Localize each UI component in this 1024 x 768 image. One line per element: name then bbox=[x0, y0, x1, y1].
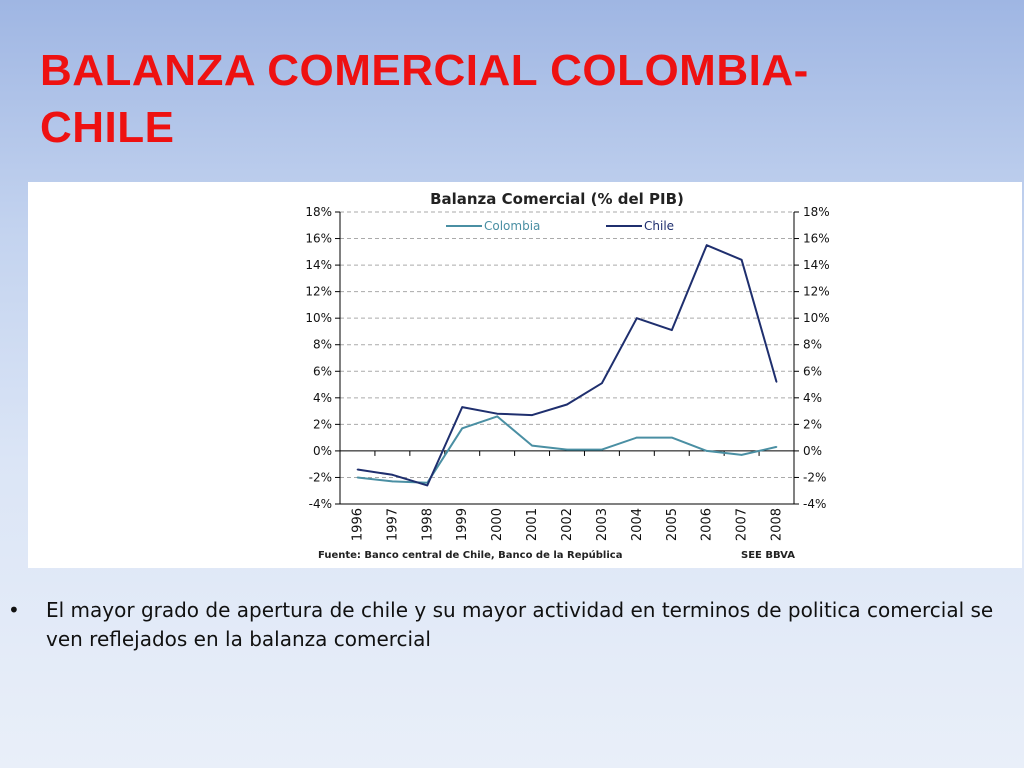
data-point-chile bbox=[461, 406, 464, 408]
x-tick-label: 2007 bbox=[735, 508, 750, 541]
data-point-colombia bbox=[356, 476, 359, 479]
y-tick-label-left: 18% bbox=[305, 205, 332, 219]
legend-label: Colombia bbox=[484, 219, 540, 233]
y-tick-label-right: 2% bbox=[803, 417, 822, 431]
data-point-colombia bbox=[705, 450, 708, 452]
x-tick-label: 1997 bbox=[385, 508, 400, 541]
x-tick-label: 2003 bbox=[595, 508, 610, 541]
data-point-chile bbox=[566, 403, 568, 406]
x-tick-label: 1998 bbox=[420, 508, 435, 541]
x-tick-label: 1999 bbox=[455, 508, 470, 541]
legend-label: Chile bbox=[644, 219, 674, 233]
y-tick-label-left: 10% bbox=[305, 311, 332, 325]
x-tick-label: 2000 bbox=[490, 508, 505, 541]
data-point-colombia bbox=[496, 415, 498, 418]
data-point-colombia bbox=[461, 427, 464, 430]
line-chart: Balanza Comercial (% del PIB) 18% 18% 16% 16… bbox=[305, 190, 830, 561]
y-tick-label-left: 0% bbox=[313, 444, 332, 458]
slide-title: BALANZA COMERCIAL COLOMBIA-CHILE bbox=[40, 46, 809, 152]
y-tick-label-left: 8% bbox=[313, 338, 332, 352]
y-tick-label-right: -2% bbox=[803, 470, 826, 484]
y-tick-label-right: 18% bbox=[803, 205, 830, 219]
y-tick-label-left: -4% bbox=[309, 497, 332, 511]
data-point-colombia bbox=[740, 454, 743, 456]
chart-credit: SEE BBVA bbox=[741, 550, 795, 561]
data-point-colombia bbox=[531, 444, 533, 447]
y-tick-label-left: 16% bbox=[305, 232, 332, 246]
data-point-colombia bbox=[566, 448, 568, 451]
y-tick-label-left: 4% bbox=[313, 391, 332, 405]
y-tick-label-right: 8% bbox=[803, 338, 822, 352]
y-tick-label-left: -2% bbox=[309, 470, 332, 484]
x-tick-label: 2001 bbox=[525, 508, 540, 541]
y-tick-label-right: 12% bbox=[803, 285, 830, 299]
y-tick-label-left: 6% bbox=[313, 364, 332, 378]
y-tick-label-right: 10% bbox=[803, 311, 830, 325]
chart-panel: Balanza Comercial (% del PIB) 18% 18% 16% 16… bbox=[28, 182, 1022, 568]
x-tick-label: 2004 bbox=[630, 508, 645, 541]
data-point-chile bbox=[636, 317, 638, 319]
data-point-chile bbox=[670, 329, 673, 331]
data-point-chile bbox=[356, 468, 359, 471]
data-point-chile bbox=[531, 414, 533, 416]
data-point-chile bbox=[740, 258, 743, 261]
chart-title: Balanza Comercial (% del PIB) bbox=[430, 190, 684, 208]
data-point-chile bbox=[426, 484, 429, 487]
y-tick-label-right: 14% bbox=[803, 258, 830, 272]
y-tick-label-left: 12% bbox=[305, 285, 332, 299]
data-point-colombia bbox=[636, 436, 638, 439]
data-point-colombia bbox=[775, 446, 778, 448]
data-point-chile bbox=[391, 474, 394, 476]
y-tick-label-right: 0% bbox=[803, 444, 822, 458]
x-tick-label: 2006 bbox=[700, 508, 715, 541]
bullet-text: El mayor grado de apertura de chile y su… bbox=[46, 598, 994, 651]
data-point-chile bbox=[601, 382, 603, 385]
data-point-chile bbox=[705, 244, 708, 246]
data-point-chile bbox=[775, 381, 778, 383]
y-tick-label-right: -4% bbox=[803, 497, 826, 511]
bullet-marker: • bbox=[8, 598, 20, 622]
data-point-colombia bbox=[391, 480, 394, 483]
y-tick-label-left: 2% bbox=[313, 417, 332, 431]
bullet-item: • El mayor grado de apertura de chile y … bbox=[8, 596, 1008, 654]
x-tick-label: 2008 bbox=[770, 508, 785, 541]
y-tick-label-right: 16% bbox=[803, 232, 830, 246]
data-point-colombia bbox=[601, 448, 603, 451]
x-tick-label: 1996 bbox=[350, 508, 365, 541]
y-tick-label-right: 6% bbox=[803, 364, 822, 378]
chart-source-note: Fuente: Banco central de Chile, Banco de… bbox=[318, 549, 622, 561]
data-point-colombia bbox=[670, 436, 673, 439]
y-tick-label-left: 14% bbox=[305, 258, 332, 272]
x-tick-label: 2005 bbox=[665, 508, 680, 541]
data-point-chile bbox=[496, 412, 498, 415]
x-tick-label: 2002 bbox=[560, 508, 575, 541]
y-tick-label-right: 4% bbox=[803, 391, 822, 405]
